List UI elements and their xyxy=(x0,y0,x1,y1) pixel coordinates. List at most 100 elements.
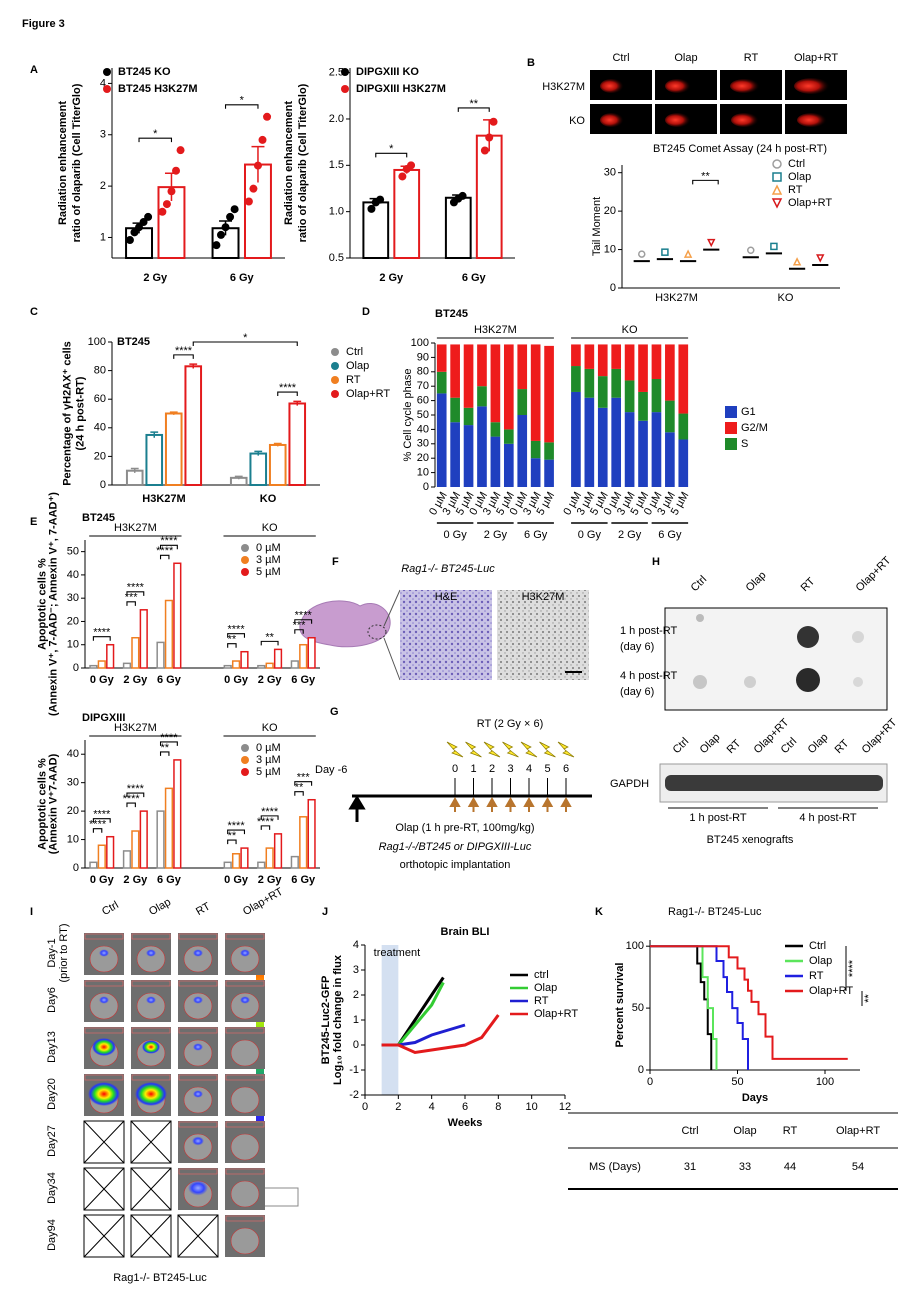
bar-segment xyxy=(490,344,501,423)
head xyxy=(230,1086,260,1114)
bar-segment xyxy=(624,380,635,413)
bracket xyxy=(277,391,298,397)
bar-segment xyxy=(665,400,675,433)
bar-segment xyxy=(450,344,460,398)
bli-signal xyxy=(146,996,156,1004)
significance-label: **** xyxy=(279,382,297,394)
bar-segment xyxy=(651,379,662,413)
bracket xyxy=(159,554,170,560)
significance-label: ** xyxy=(701,170,710,182)
bar-segment xyxy=(597,344,608,377)
x-tick-label: 0 Gy xyxy=(90,674,115,686)
x-tick-label: 6 Gy xyxy=(291,874,316,886)
bar xyxy=(173,759,182,869)
bar xyxy=(362,201,390,259)
data-point xyxy=(135,223,144,232)
legend-swatch xyxy=(241,744,249,752)
head xyxy=(230,1133,260,1161)
rt-bolt xyxy=(502,741,519,758)
bli-signal xyxy=(146,949,156,957)
data-point xyxy=(212,241,221,250)
bar xyxy=(131,636,140,669)
head xyxy=(230,992,260,1020)
y-tick-label: 0 xyxy=(638,1064,644,1076)
legend-label: RT xyxy=(809,970,824,982)
y-axis-label: (24 h post-RT) xyxy=(74,376,86,450)
empty-cross xyxy=(83,1214,125,1258)
bar-segment xyxy=(678,439,689,487)
chart-title: BT245 xyxy=(435,308,468,320)
bli-signal xyxy=(188,1180,208,1196)
y-axis-label: Log₁₀ fold change in flux xyxy=(332,954,344,1085)
y-tick-label: 50 xyxy=(417,409,429,421)
row-label: Day20 xyxy=(46,1078,58,1110)
group-label: 0 Gy xyxy=(578,529,602,541)
panel-label: B xyxy=(527,57,535,69)
bar-segment xyxy=(651,412,662,487)
row-label: (day 6) xyxy=(620,686,654,698)
bli-signal xyxy=(99,949,109,957)
column-label: Olap xyxy=(674,52,697,64)
caption: BT245 xenografts xyxy=(707,834,794,846)
data-point xyxy=(489,117,498,126)
table-header: Olap+RT xyxy=(836,1125,880,1137)
y-tick-label: 0 xyxy=(73,662,79,674)
data-point xyxy=(398,172,407,181)
model-label: Rag1-/-/BT245 or DIPGXIII-Luc xyxy=(379,841,532,853)
legend-swatch xyxy=(771,198,783,209)
data-point xyxy=(263,112,272,121)
head xyxy=(183,1039,213,1067)
legend-swatch xyxy=(241,556,249,564)
legend-label: 5 µM xyxy=(256,766,281,778)
x-tick-label: 6 Gy xyxy=(230,272,255,284)
row-label: MS (Days) xyxy=(589,1161,641,1173)
bar xyxy=(307,636,316,669)
bli-signal xyxy=(193,1090,203,1098)
data-point xyxy=(125,236,134,245)
panel-label: J xyxy=(322,906,328,918)
bar xyxy=(164,599,174,669)
dot-blot xyxy=(659,607,888,803)
y-tick-label: 1 xyxy=(100,231,106,243)
head xyxy=(183,992,213,1020)
chart-title: Brain BLI xyxy=(441,926,490,938)
bar-segment xyxy=(584,344,595,369)
legend-label: Olap xyxy=(346,360,369,372)
x-tick-label: 50 xyxy=(731,1076,743,1088)
bli-roi-label xyxy=(225,933,265,940)
bli-signal xyxy=(92,1038,116,1056)
row-label: H3K27M xyxy=(542,81,585,93)
legend-label: Olap+RT xyxy=(809,985,853,997)
x-tick-label: 8 xyxy=(495,1101,501,1113)
bar-segment xyxy=(665,432,675,487)
empty-cross xyxy=(83,1167,125,1211)
bar-segment xyxy=(517,344,528,390)
legend-swatch xyxy=(772,172,782,182)
x-axis-label: Weeks xyxy=(448,1117,483,1129)
day-label: 1 xyxy=(470,763,476,775)
group-label: H3K27M xyxy=(114,522,157,534)
legend-swatch xyxy=(331,390,339,398)
median-marker xyxy=(816,254,825,263)
legend-label: 3 µM xyxy=(256,554,281,566)
model-label: orthotopic implantation xyxy=(400,859,511,871)
bar-segment xyxy=(597,407,608,487)
legend-label: Ctrl xyxy=(788,158,805,170)
data-point xyxy=(144,212,153,221)
legend-swatch xyxy=(725,438,737,450)
caption: Rag1-/- BT245-Luc xyxy=(113,1272,207,1284)
bar-segment xyxy=(463,407,474,426)
start-label: Day -6 xyxy=(315,764,347,776)
legend-swatch xyxy=(725,422,737,434)
legend-label: Olap+RT xyxy=(534,1008,578,1020)
significance-label: **** xyxy=(261,806,279,818)
bracket xyxy=(159,741,178,746)
x-tick-label: 2 Gy xyxy=(123,674,148,686)
bar xyxy=(139,609,148,669)
median-marker xyxy=(683,249,693,258)
y-axis-label: Radiation enhancement xyxy=(283,101,295,225)
day-label: 3 xyxy=(507,763,513,775)
legend-swatch xyxy=(725,406,737,418)
x-tick-label: 6 Gy xyxy=(157,874,182,886)
group-label: 0 Gy xyxy=(444,529,468,541)
